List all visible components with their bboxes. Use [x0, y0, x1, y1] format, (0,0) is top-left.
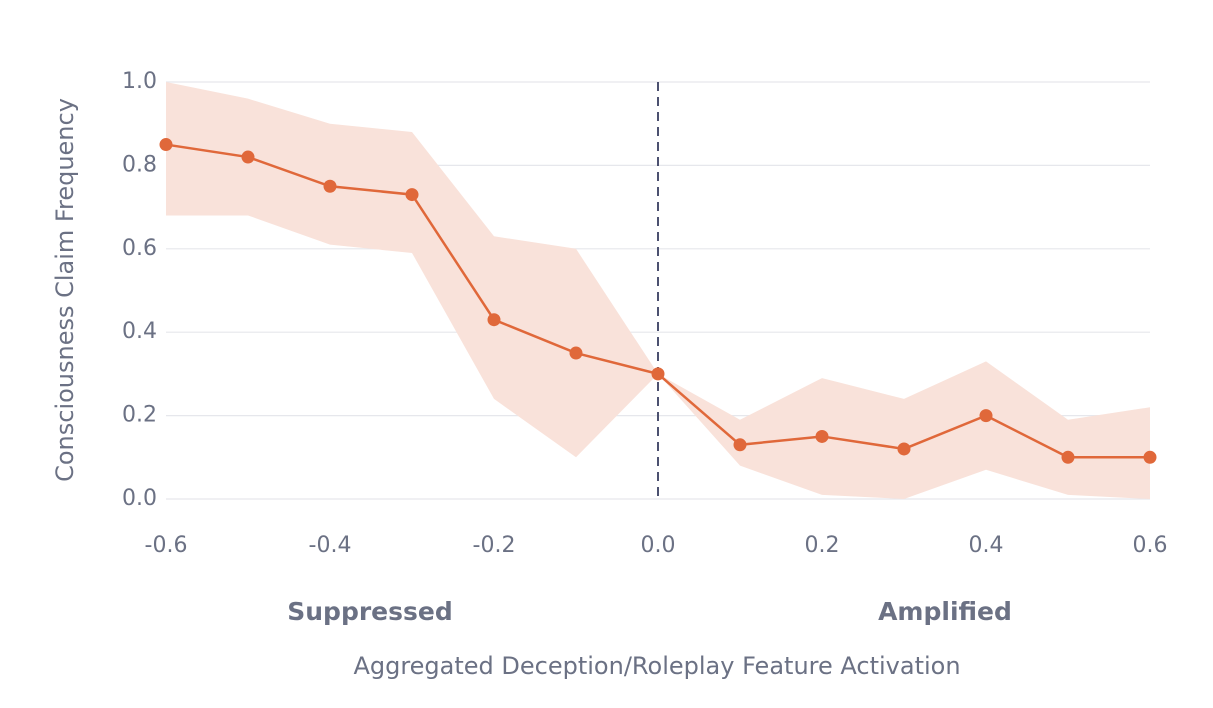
x-tick-label: 0.6: [1133, 533, 1168, 558]
x-tick-label: -0.4: [309, 533, 352, 558]
y-tick-label: 0.4: [122, 319, 157, 344]
y-tick-label: 0.8: [122, 152, 157, 177]
x-tick-label: 0.0: [641, 533, 676, 558]
point: [159, 138, 173, 152]
point: [897, 442, 911, 456]
point: [733, 438, 747, 452]
point: [651, 367, 665, 381]
x-tick-label: -0.6: [145, 533, 188, 558]
y-tick-label: 1.0: [122, 69, 157, 94]
x-axis-label: Aggregated Deception/Roleplay Feature Ac…: [353, 652, 960, 680]
point: [569, 346, 583, 360]
confidence-band: [166, 82, 1150, 499]
y-axis-label: Consciousness Claim Frequency: [51, 98, 79, 482]
point: [405, 188, 419, 202]
point: [1143, 450, 1157, 464]
y-tick-label: 0.0: [122, 486, 157, 511]
point: [487, 313, 501, 327]
y-tick-label: 0.2: [122, 403, 157, 428]
x-tick-label: 0.4: [969, 533, 1004, 558]
annotation: Amplified: [878, 597, 1012, 626]
annotation: Suppressed: [287, 597, 453, 626]
point: [323, 179, 337, 193]
point: [241, 150, 255, 164]
point: [815, 429, 829, 443]
y-tick-label: 0.6: [122, 236, 157, 261]
point: [979, 409, 993, 423]
point: [1061, 450, 1075, 464]
x-tick-label: -0.2: [473, 533, 516, 558]
x-tick-label: 0.2: [805, 533, 840, 558]
